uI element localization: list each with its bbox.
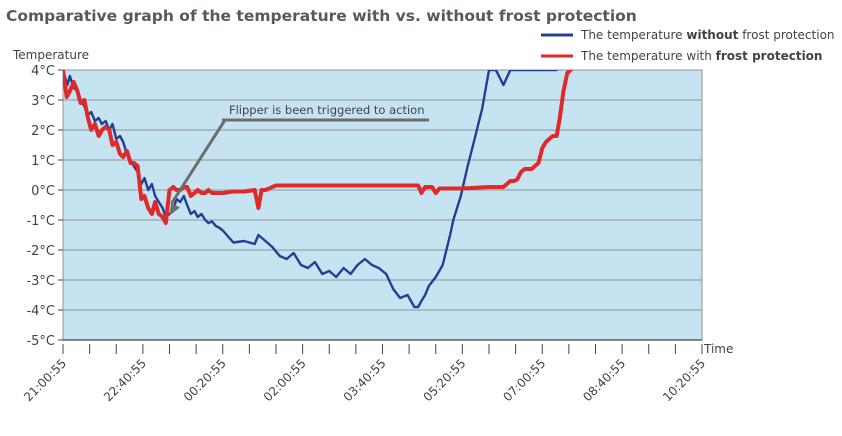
y-axis-ticks: 4°C 3°C 2°C 1°C 0°C -1°C -2°C -3°C -4°C -5°C	[26, 64, 63, 349]
chart-legend: The temperature without frost protection…	[541, 28, 835, 63]
y-tick-label: -3°C	[26, 274, 55, 289]
series-lines	[63, 70, 574, 309]
series-without-protection	[63, 70, 558, 309]
annotation: Flipper is been triggered to action	[169, 101, 429, 216]
annotation-text: Flipper is been triggered to action	[229, 103, 425, 117]
x-tick-label: 08:40:55	[580, 356, 628, 404]
x-tick-label: 05:20:55	[420, 356, 468, 404]
x-tick-label: 21:00:55	[21, 356, 69, 404]
x-axis-label: Time	[703, 342, 733, 356]
series-with-protection	[63, 70, 574, 225]
grid-lines	[62, 69, 703, 341]
y-tick-label: -1°C	[26, 214, 55, 229]
legend-entry-without: The temperature without frost protection	[580, 28, 835, 42]
x-tick-label: 10:20:55	[660, 356, 708, 404]
y-tick-label: 2°C	[31, 124, 55, 139]
x-axis-ticks: 21:00:55 22:40:55 00:20:55 02:00:55 03:40:55…	[21, 339, 708, 404]
annotation-arrow-line	[170, 119, 227, 205]
y-tick-label: 4°C	[31, 64, 55, 79]
x-tick-label: 07:00:55	[500, 356, 548, 404]
y-tick-label: 3°C	[31, 94, 55, 109]
chart-title: Comparative graph of the temperature wit…	[6, 7, 637, 25]
annotation-box	[222, 101, 428, 119]
x-tick-label: 00:20:55	[181, 356, 229, 404]
y-tick-label: -4°C	[26, 304, 55, 319]
legend-entry-with: The temperature with frost protection	[580, 49, 822, 63]
y-tick-label: -2°C	[26, 244, 55, 259]
annotation-arrow-head	[169, 202, 180, 216]
y-tick-label: 1°C	[31, 154, 55, 169]
y-axis-label: Temperature	[12, 48, 89, 62]
x-tick-label: 02:00:55	[261, 356, 309, 404]
x-tick-label: 03:40:55	[341, 356, 389, 404]
y-tick-label: -5°C	[26, 334, 55, 349]
y-tick-label: 0°C	[31, 184, 55, 199]
x-tick-label: 22:40:55	[101, 356, 149, 404]
